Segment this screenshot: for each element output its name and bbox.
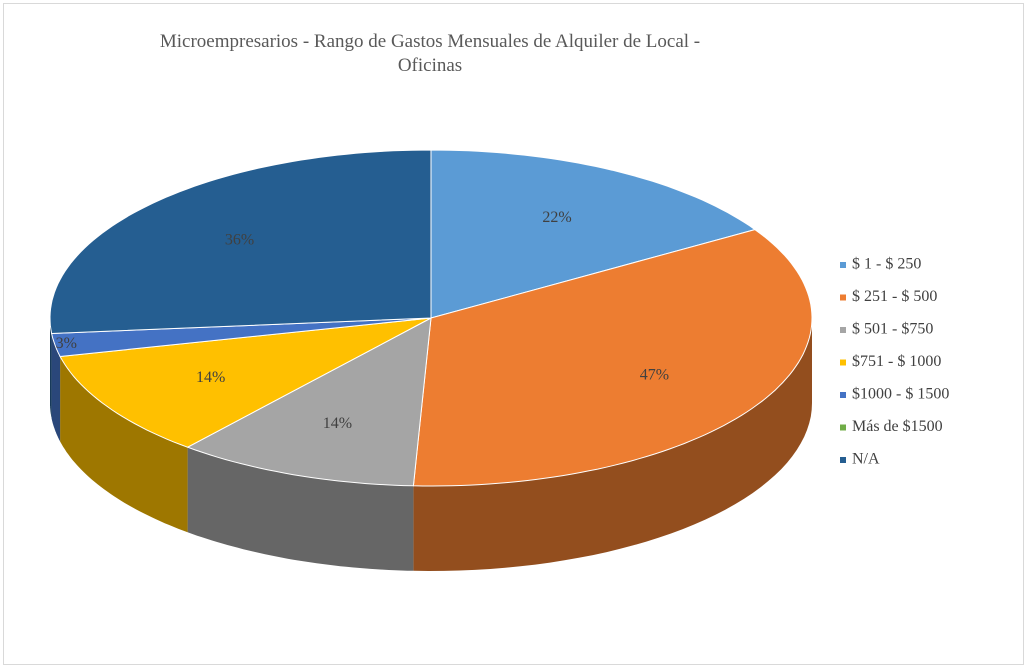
slice-side: [51, 333, 61, 442]
legend-swatch: [840, 327, 846, 333]
legend-label: $ 251 - $ 500: [852, 288, 937, 305]
side-walls: [50, 318, 812, 571]
data-label: 14%: [323, 415, 352, 432]
legend-swatch: [840, 359, 846, 366]
legend-swatch: [840, 392, 846, 398]
slice: [186, 317, 432, 487]
legend-swatch: [840, 294, 846, 301]
slice: [430, 149, 757, 319]
legend-label: Más de $1500: [852, 418, 943, 435]
chart-frame: [3, 3, 1024, 665]
data-label: 14%: [196, 369, 225, 386]
slice: [412, 229, 813, 487]
slice: [49, 149, 432, 335]
data-label: 36%: [225, 232, 254, 249]
data-label: 22%: [542, 209, 571, 226]
data-label: 3%: [56, 335, 77, 352]
legend-swatch: [840, 457, 846, 463]
slice: [59, 317, 432, 448]
legend-label: $ 501 - $750: [852, 321, 933, 338]
slices: [49, 149, 813, 487]
legend-label: N/A: [852, 451, 880, 468]
data-labels: 22% 47% 14% 14% 3% 36%: [56, 209, 669, 432]
legend-label: $751 - $ 1000: [852, 353, 941, 370]
slice-side: [50, 318, 52, 419]
slice-side: [60, 356, 188, 533]
legend-label: $ 1 - $ 250: [852, 256, 921, 273]
legend-swatch: [840, 262, 846, 268]
legend-swatch: [840, 424, 846, 431]
chart-title: Microempresarios - Rango de Gastos Mensu…: [159, 31, 701, 76]
legend-label: $1000 - $ 1500: [852, 386, 949, 403]
slice-side: [413, 318, 812, 571]
data-label: 47%: [640, 367, 669, 384]
slice: [50, 317, 432, 358]
slice-side: [187, 447, 414, 571]
